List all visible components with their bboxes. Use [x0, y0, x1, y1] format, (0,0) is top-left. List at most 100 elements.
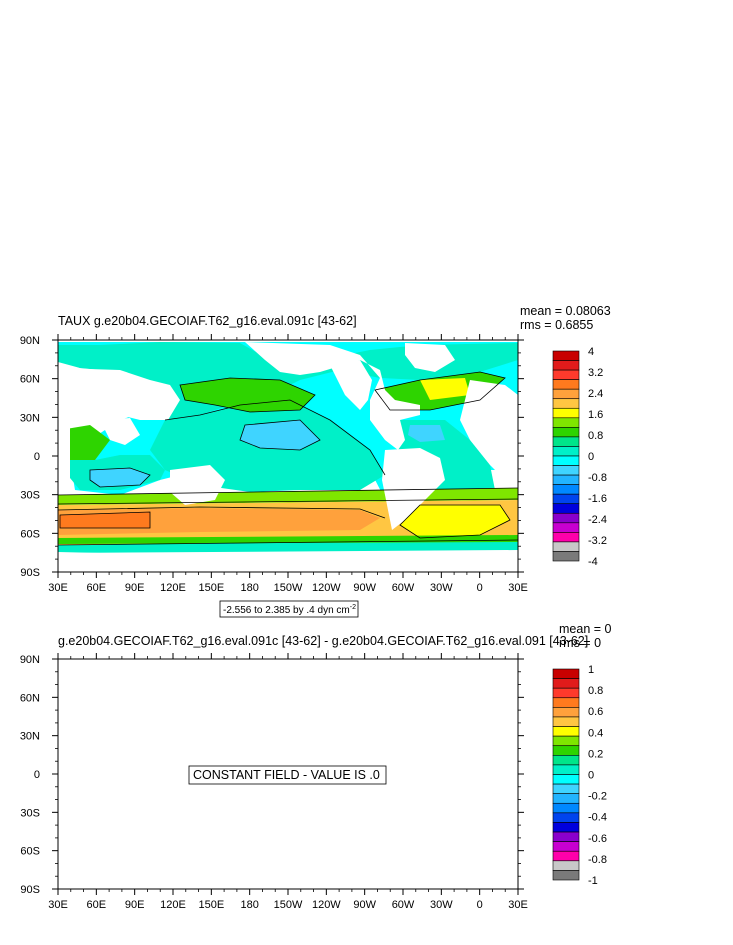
panel-2-colorbar-swatch	[552, 831, 580, 842]
panel-2-colorbar-swatch	[552, 745, 580, 756]
panel-1-x-tick-label: 90E	[125, 582, 145, 594]
panel-2-x-tick-label: 0	[477, 899, 483, 911]
panel-2-colorbar-swatch	[552, 860, 580, 871]
panel-1-colorbar-swatch	[552, 407, 580, 419]
panel-1-y-axis: 90N 60N 30N 0 30S 60S 90S	[20, 335, 524, 579]
panel-2-colorbar-swatch	[552, 735, 580, 747]
panel-2-colorbar-swatch	[552, 774, 580, 785]
panel-1-colorbar-swatch	[552, 436, 580, 447]
panel-2-x-axis: 30E 60E 90E 120E 150E 180 150W 120W 90W 60W 30W 0 30…	[48, 653, 528, 911]
panel-1-rms: rms = 0.6855	[520, 318, 593, 332]
panel-2-colorbar-swatch	[552, 822, 580, 833]
panel-1-colorbar: 4 3.2 2.4 1.6 0.8 0 -0.8 -1.6 -2.4 -3.2 -4	[552, 346, 607, 568]
panel-2-colorbar-swatch	[552, 764, 580, 775]
panel-2-colorbar-swatch	[552, 812, 580, 823]
panel-2-y-tick-label: 90S	[20, 884, 40, 896]
panel-1-x-tick-label: 30E	[508, 582, 528, 594]
panel-1-y-tick-label: 30N	[20, 412, 40, 424]
panel-2-x-tick-label: 90W	[353, 899, 376, 911]
panel-1-title: TAUX g.e20b04.GECOIAF.T62_g16.eval.091c …	[58, 314, 357, 328]
panel-2-rms: rms = 0	[559, 636, 601, 650]
panel-2-x-tick-label: 120E	[160, 899, 186, 911]
panel-1-x-tick-label: 120W	[312, 582, 341, 594]
panel-2-colorbar-label: -0.2	[588, 791, 607, 803]
panel-1-field	[58, 340, 518, 572]
panel-1-colorbar-swatch	[552, 493, 580, 505]
panel-1-y-tick-label: 60N	[20, 374, 40, 386]
panel-1-x-tick-label: 30W	[430, 582, 453, 594]
panel-1-mean: mean = 0.08063	[520, 304, 611, 318]
panel-1-colorbar-swatch	[552, 551, 580, 562]
panel-2-colorbar-swatch	[552, 793, 580, 804]
panel-2-colorbar-swatch	[552, 716, 580, 727]
panel-1-colorbar-label: 3.2	[588, 367, 603, 379]
panel-1-x-tick-label: 180	[240, 582, 258, 594]
panel-1-y-tick-label: 60S	[20, 528, 40, 540]
panel-2-y-axis: 90N 60N 30N 0 30S 60S 90S	[20, 654, 524, 896]
panel-2-constant-message: CONSTANT FIELD - VALUE IS .0	[188, 765, 387, 785]
panel-1-colorbar-swatch	[552, 465, 580, 476]
panel-1-colorbar-swatch	[552, 446, 580, 457]
panel-1-x-tick-label: 120E	[160, 582, 186, 594]
panel-2-colorbar-swatch	[552, 687, 580, 699]
panel-2-x-tick-label: 150E	[198, 899, 224, 911]
panel-2-x-tick-label: 60E	[87, 899, 107, 911]
panel-1-colorbar-swatch	[552, 427, 580, 438]
panel-1-colorbar-label: 4	[588, 346, 594, 358]
panel-1-colorbar-label: -2.4	[588, 514, 607, 526]
panel-1-colorbar-swatch	[552, 541, 580, 552]
panel-2-x-tick-label: 30E	[508, 899, 528, 911]
panel-1-land	[58, 342, 518, 572]
panel-2-colorbar-label: -0.6	[588, 833, 607, 845]
panel-1: TAUX g.e20b04.GECOIAF.T62_g16.eval.091c …	[20, 304, 611, 618]
panel-2: g.e20b04.GECOIAF.T62_g16.eval.091c [43-6…	[20, 622, 612, 911]
panel-2-x-tick-label: 30W	[430, 899, 453, 911]
panel-2-colorbar-swatch	[552, 707, 580, 718]
panel-2-colorbar-swatch	[552, 783, 580, 794]
panel-2-colorbar-swatch	[552, 726, 580, 737]
panel-2-colorbar-label: 0.2	[588, 748, 603, 760]
panel-2-colorbar-swatch	[552, 870, 580, 881]
panel-2-colorbar-label: 0.6	[588, 706, 603, 718]
panel-2-title: g.e20b04.GECOIAF.T62_g16.eval.091c [43-6…	[58, 634, 588, 648]
panel-1-range-text: -2.556 to 2.385 by .4 dyn cm	[223, 605, 350, 616]
panel-2-y-tick-label: 60S	[20, 846, 40, 858]
panel-1-range-box: -2.556 to 2.385 by .4 dyn cm-2	[219, 600, 359, 618]
panel-2-colorbar-label: 1	[588, 664, 594, 676]
panel-2-colorbar-swatch	[552, 668, 580, 679]
panel-1-range-exp: -2	[350, 604, 356, 611]
panel-2-x-tick-label: 90E	[125, 899, 145, 911]
panel-1-x-tick-label: 60W	[392, 582, 415, 594]
panel-1-colorbar-swatch	[552, 503, 580, 514]
panel-2-y-tick-label: 30S	[20, 807, 40, 819]
panel-2-colorbar-swatch	[552, 755, 580, 766]
panel-2-colorbar: 1 0.8 0.6 0.4 0.2 0 -0.2 -0.4 -0.6 -0.8 -1	[552, 664, 607, 887]
panel-1-colorbar-swatch	[552, 532, 580, 543]
panel-2-message-text: CONSTANT FIELD - VALUE IS .0	[193, 768, 380, 782]
panel-2-colorbar-swatch	[552, 841, 580, 852]
panel-1-x-tick-label: 30E	[48, 582, 68, 594]
panel-1-x-tick-label: 90W	[353, 582, 376, 594]
panel-2-x-tick-label: 180	[240, 899, 258, 911]
panel-2-colorbar-swatch	[552, 850, 580, 862]
panel-2-colorbar-label: -1	[588, 875, 598, 887]
panel-1-x-tick-label: 60E	[87, 582, 107, 594]
panel-2-x-tick-label: 30E	[48, 899, 68, 911]
panel-2-y-tick-label: 60N	[20, 692, 40, 704]
panel-2-colorbar-label: -0.4	[588, 812, 607, 824]
panel-1-colorbar-swatch	[552, 512, 580, 524]
panel-2-x-tick-label: 150W	[274, 899, 303, 911]
panel-1-x-tick-label: 150E	[198, 582, 224, 594]
panel-2-x-tick-label: 120W	[312, 899, 341, 911]
panel-1-y-tick-label: 90S	[20, 567, 40, 579]
panel-1-y-tick-label: 30S	[20, 490, 40, 502]
panel-1-colorbar-swatch	[552, 350, 580, 361]
panel-1-colorbar-label: -4	[588, 556, 598, 568]
panel-1-colorbar-label: -0.8	[588, 472, 607, 484]
panel-1-colorbar-swatch	[552, 398, 580, 409]
panel-1-colorbar-swatch	[552, 417, 580, 428]
panel-1-x-tick-label: 0	[477, 582, 483, 594]
panel-1-x-axis: 30E 60E 90E 120E 150E 180 150W 120W 90W 60W 30W 0 30…	[48, 334, 528, 594]
panel-1-colorbar-swatch	[552, 484, 580, 495]
